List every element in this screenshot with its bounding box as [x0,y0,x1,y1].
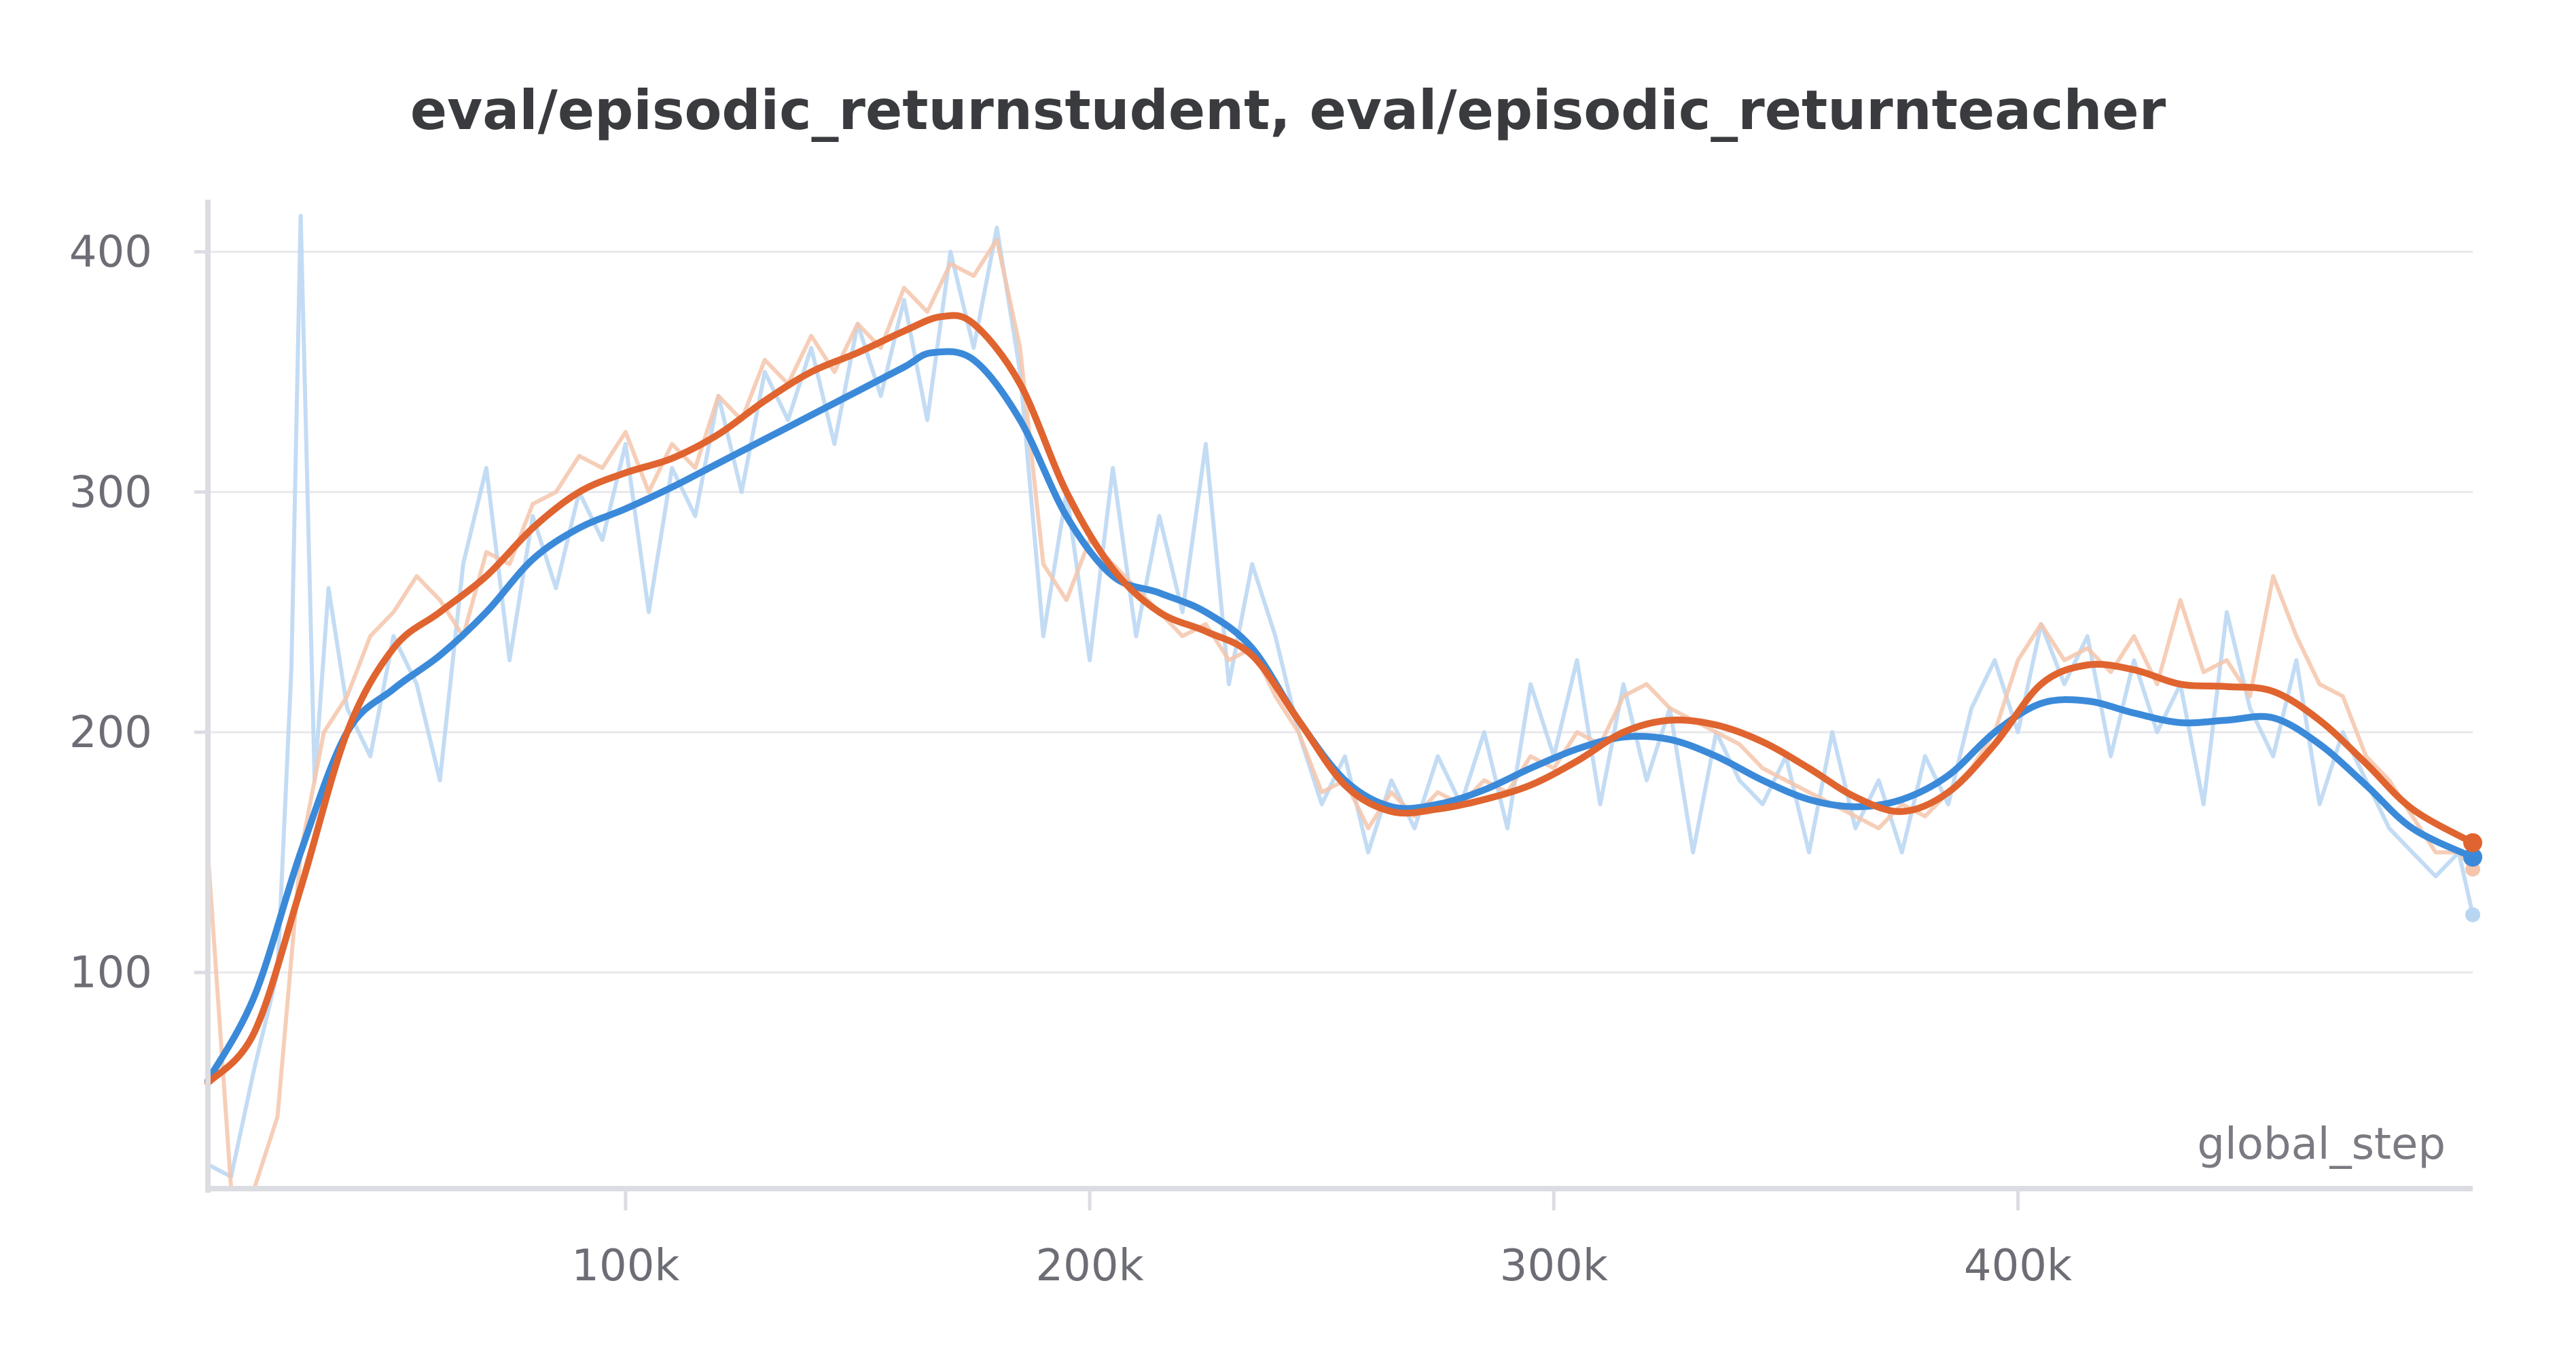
x-axis-label: global_step [2197,1119,2446,1170]
x-tick-label: 200k [1035,1241,1143,1291]
axes [205,200,2473,1193]
x-tick-label: 400k [1964,1241,2072,1291]
y-tick-label: 200 [69,708,152,758]
y-tick-label: 300 [69,467,152,518]
y-tick-label: 400 [69,228,152,278]
student-end-point [2463,847,2482,867]
raw-series-layer [206,213,2480,1191]
teacher-end-point [2463,833,2482,852]
y-tick-label: 100 [69,948,152,998]
x-tick-label: 100k [571,1241,679,1291]
y-axis-ticks: 100 200 300 400 [69,228,208,998]
gridlines [208,251,2473,974]
x-tick-label: 300k [1500,1241,1608,1291]
student-smoothed-line [204,348,2476,1084]
teacher-smoothed-line [204,312,2476,1087]
smoothed-series-layer [204,312,2482,1087]
chart-title: eval/episodic_returnstudent, eval/episod… [410,79,2166,142]
student-raw-end-point [2465,907,2480,922]
x-axis-ticks: 100k 200k 300k 400k [571,1189,2072,1291]
student-raw-line [207,213,2475,1179]
